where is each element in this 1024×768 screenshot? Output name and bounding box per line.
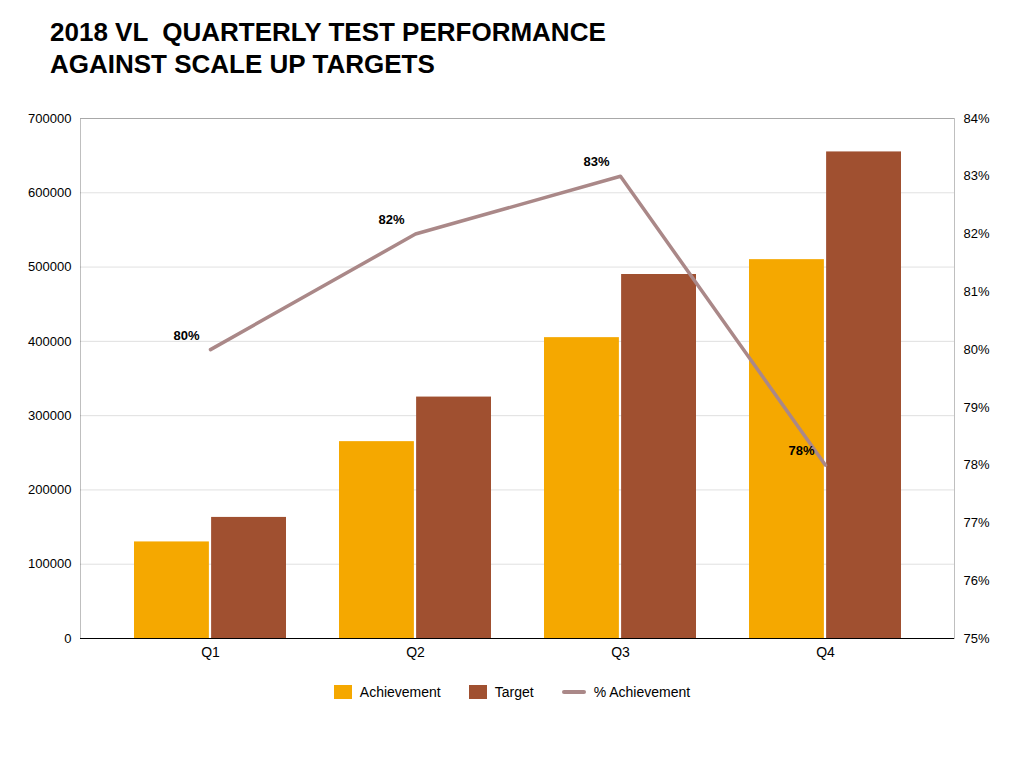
svg-text:83%: 83%: [964, 168, 990, 183]
svg-text:Q1: Q1: [201, 644, 220, 660]
svg-text:78%: 78%: [788, 443, 814, 458]
svg-text:75%: 75%: [964, 631, 990, 646]
html-text:% Achievement: % Achievement: [593, 684, 691, 700]
svg-text:80%: 80%: [964, 342, 990, 357]
svg-text:0: 0: [64, 631, 71, 646]
svg-text:82%: 82%: [378, 212, 404, 227]
svg-text:78%: 78%: [964, 457, 990, 472]
svg-text:600000: 600000: [28, 185, 71, 200]
svg-text:82%: 82%: [964, 226, 990, 241]
svg-text:77%: 77%: [964, 515, 990, 530]
svg-text:Q4: Q4: [816, 644, 835, 660]
svg-text:700000: 700000: [28, 111, 71, 126]
svg-text:84%: 84%: [964, 111, 990, 126]
svg-text:76%: 76%: [964, 573, 990, 588]
html-text:Target: Target: [494, 684, 534, 700]
svg-text:400000: 400000: [28, 334, 71, 349]
svg-text:300000: 300000: [28, 408, 71, 423]
svg-text:Q3: Q3: [611, 644, 630, 660]
svg-text:80%: 80%: [173, 328, 199, 343]
svg-text:Q2: Q2: [406, 644, 425, 660]
svg-text:500000: 500000: [28, 259, 71, 274]
svg-text:200000: 200000: [28, 482, 71, 497]
svg-text:79%: 79%: [964, 400, 990, 415]
html-text:2018 VL QUARTERLY TEST PERFORM: 2018 VL QUARTERLY TEST PERFORMANCE AGAIN…: [50, 17, 606, 79]
svg-text:83%: 83%: [583, 154, 609, 169]
html-text:Achievement: Achievement: [359, 684, 441, 700]
svg-text:81%: 81%: [964, 284, 990, 299]
svg-text:100000: 100000: [28, 556, 71, 571]
